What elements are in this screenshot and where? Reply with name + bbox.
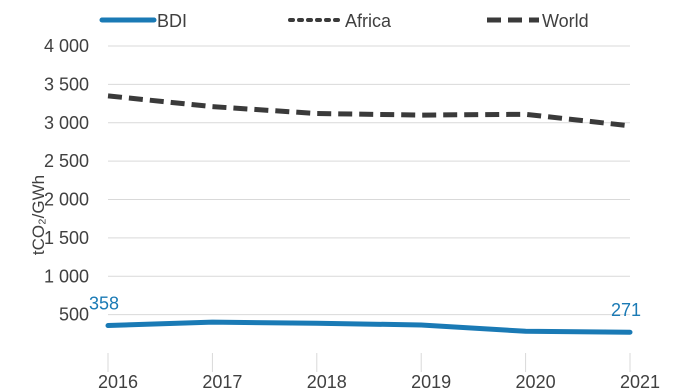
legend-label-africa: Africa (345, 11, 392, 31)
legend-label-bdi: BDI (157, 11, 187, 31)
y-tick-label-2500: 2 500 (44, 151, 89, 171)
y-tick-label-500: 500 (59, 305, 89, 325)
x-tick-label-2021: 2021 (620, 372, 660, 390)
y-tick-label-1000: 1 000 (44, 266, 89, 286)
data-label-bdi-2016: 358 (89, 294, 119, 314)
y-axis-label: tCO₂/GWh (29, 175, 48, 255)
x-tick-label-2018: 2018 (307, 372, 347, 390)
series-lines (105, 93, 633, 335)
legend: BDI Africa World (99, 11, 589, 31)
x-tick-label-2019: 2019 (411, 372, 451, 390)
x-tick-label-2017: 2017 (202, 372, 242, 390)
y-tick-label-1500: 1 500 (44, 228, 89, 248)
series-line-bdi (105, 319, 633, 335)
data-labels: 358 271 (89, 294, 641, 321)
y-tick-label-2000: 2 000 (44, 190, 89, 210)
y-tick-label-3500: 3 500 (44, 74, 89, 94)
x-tick-label-2020: 2020 (516, 372, 556, 390)
grid (108, 45, 630, 316)
y-axis-ticks: 500 1 000 1 500 2 000 2 500 3 000 3 500 4 000 (44, 36, 89, 325)
x-tick-label-2016: 2016 (98, 372, 138, 390)
y-tick-label-3000: 3 000 (44, 113, 89, 133)
legend-label-world: World (542, 11, 589, 31)
data-label-bdi-2021: 271 (611, 300, 641, 320)
series-line-world (107, 93, 631, 129)
x-axis-ticks: 2016 2017 2018 2019 2020 2021 (98, 353, 660, 390)
y-tick-label-4000: 4 000 (44, 36, 89, 56)
